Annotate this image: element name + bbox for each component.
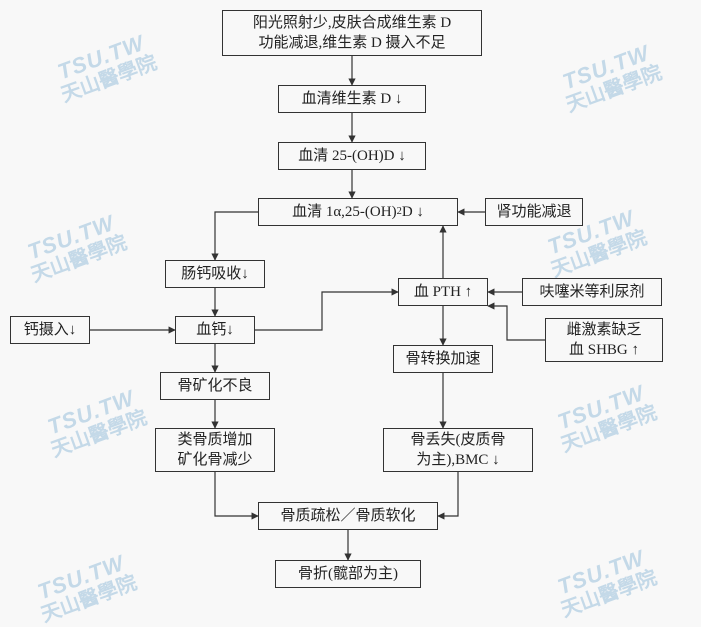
edge-n4-n6 (215, 212, 258, 260)
flow-node-n14: 类骨质增加矿化骨减少 (155, 428, 275, 472)
edge-n11-n7 (255, 292, 398, 330)
flow-node-n2: 血清维生素 D ↓ (278, 85, 426, 113)
flow-node-n16: 骨质疏松／骨质软化 (258, 502, 438, 530)
flow-node-n15: 骨丢失(皮质骨为主),BMC ↓ (383, 428, 533, 472)
flow-node-n6: 肠钙吸收↓ (165, 260, 265, 288)
flow-node-n17: 骨折(髋部为主) (275, 560, 421, 588)
edge-n14-n16 (215, 472, 258, 516)
flow-node-n3: 血清 25-(OH)D ↓ (278, 142, 426, 170)
flow-node-n11: 血钙↓ (175, 316, 255, 344)
watermark: TSU.TW天山醫學院 (40, 384, 150, 462)
flow-node-n12: 骨转换加速 (393, 345, 493, 373)
watermark: TSU.TW天山醫學院 (550, 379, 660, 457)
watermark: TSU.TW天山醫學院 (555, 39, 665, 117)
watermark: TSU.TW天山醫學院 (550, 544, 660, 622)
flow-node-n13: 骨矿化不良 (160, 372, 270, 400)
flow-node-n1: 阳光照射少,皮肤合成维生素 D功能减退,维生素 D 摄入不足 (222, 10, 482, 56)
watermark: TSU.TW天山醫學院 (20, 209, 130, 287)
edge-n9-n7 (488, 306, 545, 340)
flow-node-n10: 钙摄入↓ (10, 316, 90, 344)
edge-n15-n16 (438, 472, 458, 516)
flow-node-n9: 雌激素缺乏血 SHBG ↑ (545, 318, 663, 362)
watermark: TSU.TW天山醫學院 (30, 549, 140, 627)
flow-node-n8: 呋噻米等利尿剂 (522, 278, 662, 306)
flow-node-n5: 肾功能减退 (485, 198, 583, 226)
flow-node-n7: 血 PTH ↑ (398, 278, 488, 306)
flow-node-n4: 血清 1α,25-(OH)2D ↓ (258, 198, 458, 226)
watermark: TSU.TW天山醫學院 (50, 29, 160, 107)
